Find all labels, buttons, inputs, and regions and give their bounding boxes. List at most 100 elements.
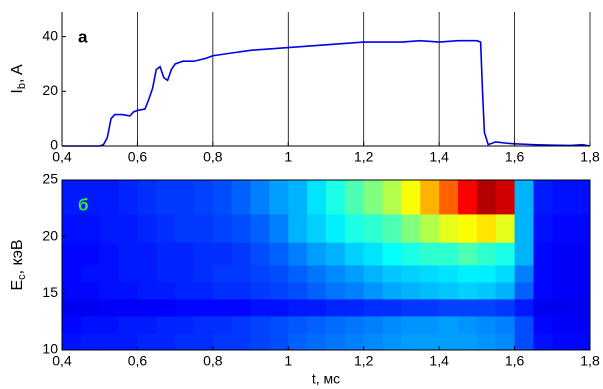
heatmap-cell bbox=[269, 282, 289, 300]
x-tick-label: 1,6 bbox=[505, 149, 525, 165]
heatmap-cell bbox=[476, 333, 497, 351]
heatmap-cell bbox=[118, 282, 138, 300]
heatmap-cell bbox=[231, 316, 251, 334]
heatmap-cell bbox=[476, 242, 497, 266]
heatmap-cell bbox=[326, 214, 346, 243]
heatmap-cell bbox=[533, 316, 553, 334]
heatmap-cell bbox=[439, 265, 459, 283]
heatmap-cell bbox=[326, 242, 346, 266]
heatmap-cell bbox=[137, 242, 157, 266]
heatmap-cell bbox=[458, 333, 478, 351]
heatmap-cell bbox=[439, 299, 459, 317]
heatmap-cell bbox=[156, 265, 176, 283]
heatmap-cell bbox=[344, 265, 365, 283]
heatmap-cell bbox=[458, 282, 478, 300]
heatmap-cell bbox=[344, 180, 365, 215]
heatmap-cell bbox=[476, 282, 497, 300]
panel-label: а bbox=[78, 27, 88, 46]
heatmap-cell bbox=[363, 214, 383, 243]
heatmap-cell bbox=[533, 180, 553, 215]
y-axis-label-part: I bbox=[9, 89, 26, 93]
heatmap-cell bbox=[288, 265, 308, 283]
heatmap-cell bbox=[514, 316, 534, 334]
heatmap-cell bbox=[269, 333, 289, 351]
heatmap-cell bbox=[80, 265, 101, 283]
heatmap-cell bbox=[269, 299, 289, 317]
heatmap-cell bbox=[495, 242, 515, 266]
x-tick-label: 0,6 bbox=[128, 149, 148, 165]
heatmap-cell bbox=[552, 242, 572, 266]
heatmap-cell bbox=[231, 299, 251, 317]
x-tick-label: 0,8 bbox=[203, 353, 223, 369]
x-axis-label: t, мс bbox=[312, 371, 340, 387]
heatmap-cell bbox=[495, 180, 515, 215]
heatmap-cell bbox=[458, 299, 478, 317]
heatmap-cell bbox=[571, 299, 591, 317]
heatmap-cell bbox=[476, 316, 497, 334]
heatmap-cell bbox=[137, 299, 157, 317]
heatmap-cell bbox=[212, 214, 233, 243]
heatmap-cell bbox=[175, 214, 195, 243]
heatmap-cell bbox=[382, 299, 402, 317]
heatmap-cell bbox=[269, 180, 289, 215]
heatmap-cell bbox=[344, 299, 365, 317]
heatmap-cell bbox=[80, 333, 101, 351]
heatmap-cell bbox=[307, 180, 327, 215]
heatmap-cell bbox=[175, 316, 195, 334]
heatmap-cell bbox=[363, 242, 383, 266]
y-axis-label-part: , кэВ bbox=[9, 239, 26, 274]
heatmap-cell bbox=[533, 333, 553, 351]
heatmap-cell bbox=[439, 316, 459, 334]
heatmap-cell bbox=[156, 316, 176, 334]
heatmap-cell bbox=[495, 282, 515, 300]
heatmap-cell bbox=[382, 333, 402, 351]
heatmap-cell bbox=[571, 316, 591, 334]
x-tick-label: 0,6 bbox=[128, 353, 148, 369]
heatmap-cell bbox=[62, 214, 82, 243]
heatmap-cell bbox=[476, 180, 497, 215]
y-tick-label: 40 bbox=[42, 27, 58, 43]
heatmap-cell bbox=[99, 180, 119, 215]
heatmap-cell bbox=[175, 299, 195, 317]
heatmap-cell bbox=[99, 333, 119, 351]
x-tick-label: 0,8 bbox=[203, 149, 223, 165]
heatmap-cell bbox=[571, 214, 591, 243]
heatmap-cell bbox=[571, 180, 591, 215]
heatmap-cell bbox=[476, 299, 497, 317]
heatmap-cell bbox=[156, 299, 176, 317]
y-tick-label: 0 bbox=[50, 137, 58, 153]
heatmap-cell bbox=[382, 316, 402, 334]
heatmap-cell bbox=[80, 316, 101, 334]
heatmap-cell bbox=[62, 333, 82, 351]
heatmap-cell bbox=[62, 265, 82, 283]
heatmap-cell bbox=[439, 214, 459, 243]
heatmap-cell bbox=[571, 282, 591, 300]
y-axis-label-part: c bbox=[16, 274, 28, 280]
heatmap-cell bbox=[250, 282, 270, 300]
heatmap-cell bbox=[250, 299, 270, 317]
heatmap-cell bbox=[307, 316, 327, 334]
x-tick-label: 1,8 bbox=[580, 149, 600, 165]
heatmap-cell bbox=[571, 242, 591, 266]
heatmap-cell bbox=[495, 299, 515, 317]
heatmap-cell bbox=[175, 242, 195, 266]
heatmap-cell bbox=[118, 333, 138, 351]
heatmap-cell bbox=[250, 265, 270, 283]
y-axis-label-part: b bbox=[16, 83, 28, 89]
heatmap-cell bbox=[250, 316, 270, 334]
heatmap-cell bbox=[552, 282, 572, 300]
x-tick-label: 1,4 bbox=[429, 149, 449, 165]
heatmap-cell bbox=[326, 265, 346, 283]
heatmap-cell bbox=[269, 214, 289, 243]
heatmap-cell bbox=[80, 214, 101, 243]
heatmap-cell bbox=[62, 299, 82, 317]
heatmap-cell bbox=[401, 242, 421, 266]
heatmap-cell bbox=[401, 282, 421, 300]
heatmap-cell bbox=[194, 282, 214, 300]
heatmap-cell bbox=[212, 180, 233, 215]
heatmap-cell bbox=[288, 333, 308, 351]
heatmap-cell bbox=[118, 265, 138, 283]
heatmap-cell bbox=[476, 214, 497, 243]
heatmap-cell bbox=[250, 333, 270, 351]
